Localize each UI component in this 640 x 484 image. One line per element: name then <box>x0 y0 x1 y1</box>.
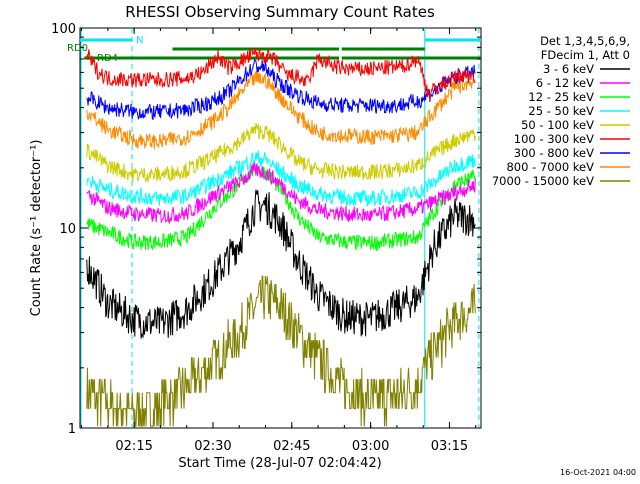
flag-label-rd0: RD0 <box>67 43 88 54</box>
footer-timestamp: 16-Oct-2021 04:00 <box>560 468 636 477</box>
series-line-3 <box>86 150 476 207</box>
x-axis-label: Start Time (28-Jul-07 02:04:42) <box>178 456 381 471</box>
y-tick-label: 1 <box>68 422 76 437</box>
chart-title: RHESSI Observing Summary Count Rates <box>125 3 435 21</box>
legend-label: 3 - 6 keV <box>543 62 594 76</box>
series-line-7 <box>86 71 476 150</box>
legend-label: 12 - 25 keV <box>528 90 594 104</box>
series-line-0 <box>86 189 476 339</box>
series-line-2 <box>86 160 476 252</box>
series-line-5 <box>86 47 476 99</box>
legend-label: 7000 - 15000 keV <box>492 174 594 188</box>
legend: Det 1,3,4,5,6,9, FDecim 1, Att 0 3 - 6 k… <box>492 34 630 188</box>
plot-area: RD0 RD4 N 02:15 02:30 02:45 03:00 03:15 1 10 100 <box>51 22 482 454</box>
legend-header-fdecim: FDecim 1, Att 0 <box>541 48 630 62</box>
legend-label: 800 - 7000 keV <box>506 160 594 174</box>
x-tick-label: 03:15 <box>431 439 468 454</box>
legend-label: 6 - 12 keV <box>536 76 594 90</box>
series-line-6 <box>86 58 476 120</box>
x-tick-label: 02:30 <box>194 439 231 454</box>
y-tick-label: 100 <box>51 22 76 37</box>
y-axis-label: Count Rate (s⁻¹ detector⁻¹) <box>29 140 44 317</box>
flag-label-n: N <box>136 35 143 46</box>
x-axis-ticks: 02:15 02:30 02:45 03:00 03:15 <box>81 28 477 454</box>
legend-header-detectors: Det 1,3,4,5,6,9, <box>540 34 630 48</box>
legend-label: 25 - 50 keV <box>528 104 594 118</box>
series-line-4 <box>86 122 476 183</box>
legend-label: 300 - 800 keV <box>514 146 594 160</box>
flag-label-rd4: RD4 <box>97 53 118 64</box>
series-line-8 <box>86 275 476 427</box>
legend-label: 100 - 300 keV <box>514 132 594 146</box>
series-line-1 <box>86 162 476 224</box>
x-tick-label: 02:15 <box>115 439 152 454</box>
x-tick-label: 03:00 <box>352 439 389 454</box>
series-layer <box>86 47 476 427</box>
legend-label: 50 - 100 keV <box>521 118 594 132</box>
x-tick-label: 02:45 <box>273 439 310 454</box>
y-tick-label: 10 <box>59 222 76 237</box>
y-axis-ticks: 1 10 100 <box>51 22 481 437</box>
